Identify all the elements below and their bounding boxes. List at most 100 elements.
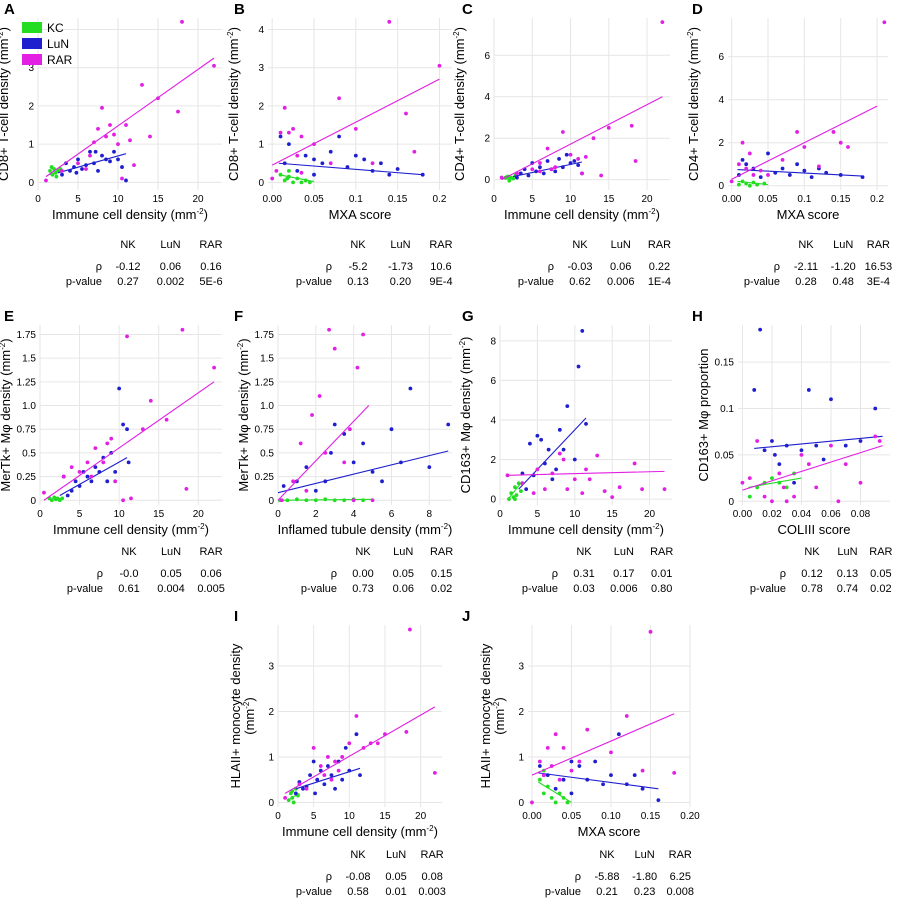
x-axis-label: MXA score [578,824,641,839]
point-rar [337,96,341,101]
stats-p-value: 0.006 [607,276,635,288]
point-lun [821,457,826,462]
panel-letter: D [692,1,703,18]
point-rar [806,462,811,467]
point-lun [370,469,375,474]
point-kc [342,498,347,503]
stats-column-header: RAR [648,239,671,251]
fit-line-lun [513,161,583,178]
stats-p-label: p-value [67,583,103,595]
point-lun [295,168,300,173]
point-lun [380,479,384,484]
point-rar [327,327,331,332]
x-axis-label: Immune cell density (mm-2) [282,824,438,839]
y-tick-label: 4 [484,92,490,103]
point-rar [802,145,807,149]
panel-letter: H [692,308,703,325]
point-lun [858,439,863,443]
fit-line-kc [48,497,64,500]
fit-line-rar [501,96,663,181]
legend-swatch-kc [22,22,42,33]
x-tick-label: 0.1 [797,194,811,205]
point-rar [42,490,46,495]
stats-p-value: 0.78 [801,583,822,595]
point-rar [814,485,819,490]
point-rar [287,130,291,135]
stats-p-label: p-value [744,276,780,288]
stats-column-header: RAR [199,239,222,251]
point-rar [342,460,347,465]
stats-p-value: 0.62 [569,276,590,288]
point-rar [585,727,590,732]
x-tick-label: 10 [112,194,124,205]
point-lun [601,782,605,787]
point-lun [561,777,566,782]
point-lun [329,450,333,455]
point-kc [332,498,337,503]
point-rar [180,19,184,24]
y-tick-label: 2 [28,101,34,112]
point-lun [73,479,78,484]
x-tick-label: 4 [351,509,357,520]
point-rar [128,138,132,143]
fit-line-lun [278,162,423,176]
point-rar [561,457,566,462]
fit-line-lun [59,457,128,497]
x-tick-label: 5 [77,509,83,520]
point-rar [580,171,584,176]
point-lun [762,448,767,453]
y-tick-label: 2 [518,707,524,718]
point-lun [315,777,320,782]
point-rar [662,487,667,492]
point-lun [88,149,92,154]
point-lun [80,167,84,171]
stats-column-header: RAR [669,849,692,861]
point-rar [606,125,611,130]
y-tick-label: 3 [28,63,34,74]
panel-h: 0 0.05 0.1 0.15 0.00 0.02 0.04 0.06 0.08 H COLIII … [692,308,893,595]
point-lun [546,447,551,452]
y-tick-label: 0 [30,496,36,507]
point-lun [545,159,550,163]
point-rar [96,126,100,131]
panel-letter: I [234,608,238,625]
stats-rho-value: 0.06 [160,261,181,273]
point-rar [89,474,94,479]
point-rar [609,750,613,755]
panel-letter: F [234,308,243,325]
fit-line-rar [45,57,215,178]
point-lun [632,773,637,778]
y-tick-label: 2 [258,101,264,112]
point-lun [553,786,558,791]
point-rar [777,471,782,476]
point-lun [337,134,341,139]
point-lun [351,460,356,465]
stats-p-label: p-value [522,583,558,595]
stats-column-header: LuN [390,239,410,251]
stats-rho-value: 0.16 [200,261,221,273]
x-tick-label: 0.15 [641,811,661,822]
point-lun [125,427,129,432]
point-rar [762,494,767,499]
stats-rho-label: ρ [774,261,780,273]
point-lun [427,465,432,470]
point-lun [313,488,318,493]
point-lun [108,159,112,164]
point-rar [328,161,333,166]
x-tick-label: 0.15 [831,194,851,205]
point-lun [550,477,555,482]
point-rar [553,165,558,170]
x-tick-label: 0.00 [722,194,742,205]
point-lun [354,732,359,737]
point-lun [340,777,345,782]
stats-column-header: LuN [161,546,181,558]
y-tick-label: 0 [728,497,734,508]
stats-rho-value: -5.88 [594,871,619,883]
x-axis-label: COLIII score [778,522,851,537]
point-lun [576,364,581,369]
stats-column-header: NK [798,239,814,251]
y-tick-label: 0 [268,798,274,809]
point-lun [829,397,833,402]
x-tick-label: 0.2 [870,194,884,205]
point-rar [537,759,542,764]
